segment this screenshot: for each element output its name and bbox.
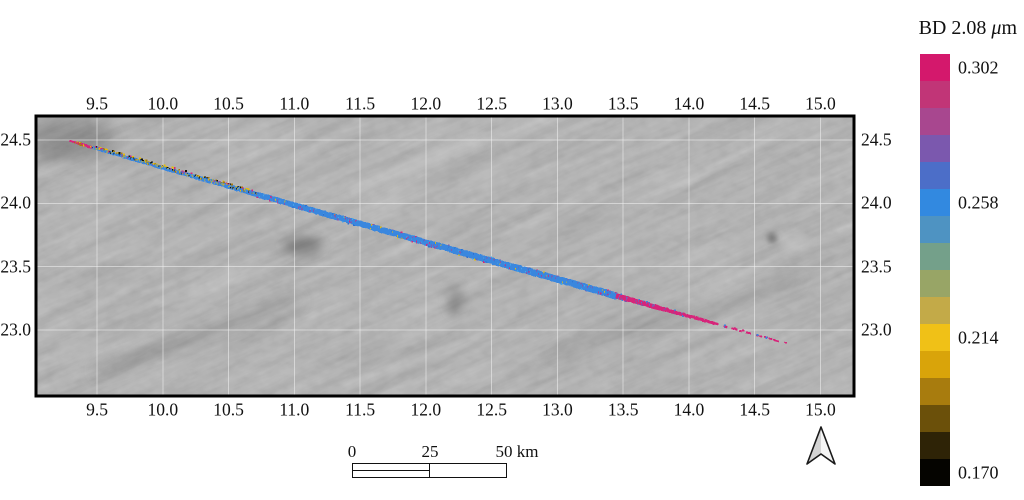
scale-bar-label: 50 km bbox=[495, 442, 539, 461]
x-tick-label-top: 13.5 bbox=[607, 93, 639, 114]
north-arrow-icon bbox=[806, 426, 836, 465]
terrain-features bbox=[36, 118, 808, 385]
colorbar-segment bbox=[920, 81, 950, 108]
colorbar-label: 0.214 bbox=[958, 327, 999, 347]
colorbar-segment bbox=[920, 432, 950, 459]
colorbar-segment bbox=[920, 351, 950, 378]
x-tick-label-bottom: 13.5 bbox=[607, 399, 639, 420]
colorbar-title-text: BD 2.08 bbox=[918, 17, 992, 39]
x-tick-label-bottom: 13.0 bbox=[542, 399, 573, 420]
x-tick-label-top: 14.0 bbox=[673, 93, 705, 114]
scale-bar-label: 25 bbox=[421, 442, 439, 461]
grid-lines bbox=[36, 116, 854, 396]
colorbar-title: BD 2.08 μm bbox=[919, 17, 1017, 40]
colorbar-segment bbox=[920, 135, 950, 162]
x-tick-label-bottom: 12.5 bbox=[476, 399, 507, 420]
y-tick-label-right: 24.0 bbox=[861, 192, 892, 213]
y-tick-label-left: 23.0 bbox=[0, 319, 31, 340]
x-tick-label-top: 12.5 bbox=[476, 93, 507, 114]
scale-bar-left-half bbox=[353, 464, 430, 477]
map-frame bbox=[34, 114, 856, 398]
x-tick-label-bottom: 12.0 bbox=[410, 399, 442, 420]
x-tick-label-top: 11.5 bbox=[345, 93, 376, 114]
x-tick-label-top: 9.5 bbox=[86, 93, 108, 114]
y-tick-label-right: 23.5 bbox=[861, 256, 892, 277]
y-tick-label-left: 24.5 bbox=[0, 129, 31, 150]
x-tick-label-top: 14.5 bbox=[739, 93, 770, 114]
y-tick-label-right: 24.5 bbox=[861, 129, 892, 150]
y-tick-label-left: 23.5 bbox=[0, 256, 31, 277]
y-tick-label-left: 24.0 bbox=[0, 192, 31, 213]
x-tick-label-top: 12.0 bbox=[410, 93, 442, 114]
scale-bar bbox=[352, 463, 507, 478]
x-tick-label-top: 10.5 bbox=[213, 93, 244, 114]
colorbar-segment bbox=[920, 216, 950, 243]
colorbar-segment bbox=[920, 378, 950, 405]
scale-bar-left-top-cell bbox=[353, 464, 429, 471]
x-tick-label-bottom: 14.5 bbox=[739, 399, 770, 420]
colorbar-segment bbox=[920, 54, 950, 81]
colorbar-title-unit: m bbox=[1001, 17, 1017, 39]
x-tick-label-bottom: 10.5 bbox=[213, 399, 244, 420]
x-tick-label-bottom: 10.0 bbox=[147, 399, 179, 420]
colorbar-segment bbox=[920, 243, 950, 270]
colorbar-segment bbox=[920, 270, 950, 297]
scale-bar-label: 0 bbox=[347, 442, 357, 461]
colorbar-segment bbox=[920, 405, 950, 432]
colorbar-segment bbox=[920, 162, 950, 189]
colorbar-segment bbox=[920, 189, 950, 216]
x-tick-label-bottom: 9.5 bbox=[86, 399, 108, 420]
colorbar-segment bbox=[920, 297, 950, 324]
x-tick-label-top: 10.0 bbox=[147, 93, 179, 114]
data-track bbox=[69, 140, 788, 344]
colorbar-label: 0.170 bbox=[958, 462, 999, 482]
colorbar-segment bbox=[920, 459, 950, 486]
x-tick-label-bottom: 14.0 bbox=[673, 399, 705, 420]
x-tick-label-bottom: 11.0 bbox=[279, 399, 310, 420]
y-tick-label-right: 23.0 bbox=[861, 319, 892, 340]
colorbar-label: 0.258 bbox=[958, 192, 999, 212]
mu-symbol: μ bbox=[991, 17, 1002, 39]
x-tick-label-top: 15.0 bbox=[805, 93, 836, 114]
colorbar bbox=[920, 54, 950, 486]
scale-bar-right-half bbox=[430, 464, 507, 477]
x-tick-label-top: 13.0 bbox=[542, 93, 573, 114]
colorbar-segment bbox=[920, 108, 950, 135]
x-tick-label-top: 11.0 bbox=[279, 93, 310, 114]
x-tick-label-bottom: 11.5 bbox=[345, 399, 376, 420]
x-tick-label-bottom: 15.0 bbox=[805, 399, 836, 420]
colorbar-segment bbox=[920, 324, 950, 351]
colorbar-label: 0.302 bbox=[958, 57, 999, 77]
